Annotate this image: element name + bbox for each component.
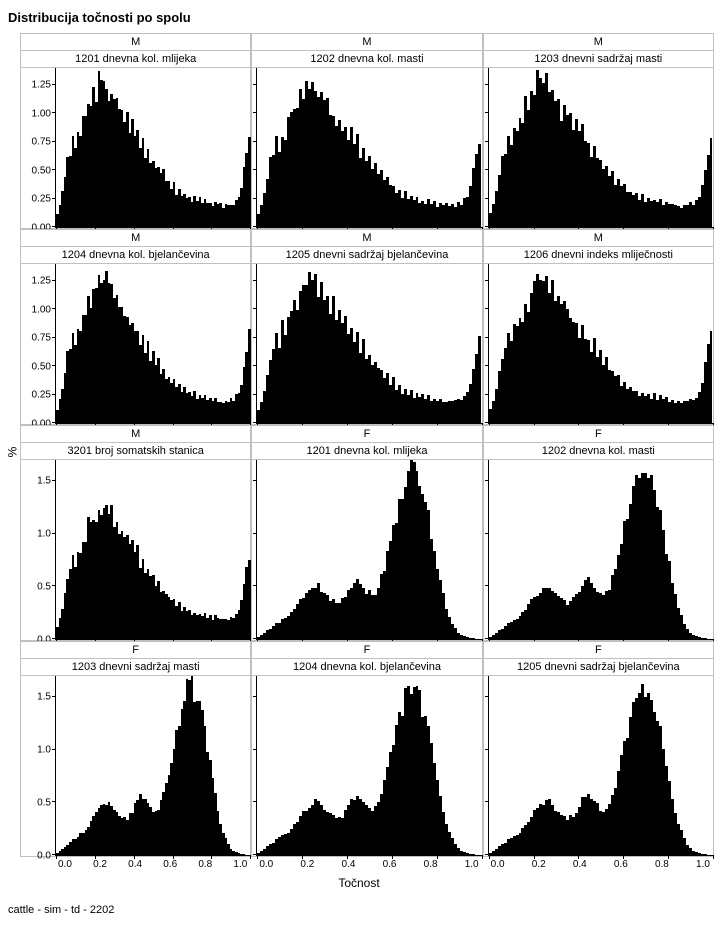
panel-M-1205-dnevni-sadržaj-bjelančevina: M1205 dnevni sadržaj bjelančevina	[251, 229, 482, 425]
y-tick: 0.5	[37, 582, 51, 593]
y-tick: 1.00	[32, 108, 51, 119]
panel-M-3201-broj-somatskih-stanica: M3201 broj somatskih stanica0.00.51.01.5	[20, 425, 251, 641]
y-tick: 0.50	[32, 361, 51, 372]
strip-trait: 3201 broj somatskih stanica	[21, 443, 250, 460]
strip-sex: M	[252, 230, 481, 247]
strip-sex: M	[21, 426, 250, 443]
strip-trait: 1201 dnevna kol. mlijeka	[21, 51, 250, 68]
strip-trait: 1205 dnevni sadržaj bjelančevina	[484, 659, 713, 676]
histogram-plot	[488, 68, 713, 228]
panel-F-1203-dnevni-sadržaj-masti: F1203 dnevni sadržaj masti0.00.51.01.5	[20, 641, 251, 857]
y-tick: 0.5	[37, 798, 51, 809]
panel-F-1204-dnevna-kol.-bjelančevina: F1204 dnevna kol. bjelančevina	[251, 641, 482, 857]
trellis-chart: %M1201 dnevna kol. mlijeka0.000.250.500.…	[4, 33, 714, 870]
strip-trait: 1202 dnevna kol. masti	[252, 51, 481, 68]
histogram-plot	[55, 264, 250, 424]
chart-title: Distribucija točnosti po spolu	[8, 10, 714, 25]
strip-sex: F	[484, 426, 713, 443]
histogram-plot	[55, 676, 250, 856]
y-tick: 0.75	[32, 137, 51, 148]
histogram-plot	[488, 676, 713, 856]
panel-F-1202-dnevna-kol.-masti: F1202 dnevna kol. masti	[483, 425, 714, 641]
histogram-plot	[256, 460, 481, 640]
y-tick: 1.25	[32, 80, 51, 91]
panel-F-1201-dnevna-kol.-mlijeka: F1201 dnevna kol. mlijeka	[251, 425, 482, 641]
strip-sex: F	[484, 642, 713, 659]
strip-sex: F	[252, 426, 481, 443]
histogram-plot	[55, 460, 250, 640]
y-tick: 1.0	[37, 745, 51, 756]
histogram-plot	[256, 68, 481, 228]
strip-trait: 1202 dnevna kol. masti	[484, 443, 713, 460]
x-tick: 0.0	[491, 859, 505, 870]
x-tick: 0.4	[573, 859, 587, 870]
strip-sex: M	[252, 34, 481, 51]
panel-M-1206-dnevni-indeks-mliječnosti: M1206 dnevni indeks mliječnosti	[483, 229, 714, 425]
y-tick: 0.25	[32, 390, 51, 401]
y-tick: 0.75	[32, 333, 51, 344]
histogram-plot	[488, 460, 713, 640]
histogram-plot	[55, 68, 250, 228]
histogram-plot	[256, 676, 481, 856]
strip-trait: 1204 dnevna kol. bjelančevina	[252, 659, 481, 676]
panel-F-1205-dnevni-sadržaj-bjelančevina: F1205 dnevni sadržaj bjelančevina	[483, 641, 714, 857]
y-tick: 1.5	[37, 476, 51, 487]
panel-M-1204-dnevna-kol.-bjelančevina: M1204 dnevna kol. bjelančevina0.000.250.…	[20, 229, 251, 425]
y-tick: 1.5	[37, 692, 51, 703]
x-tick: 0.2	[532, 859, 546, 870]
x-tick: 0.2	[300, 859, 314, 870]
strip-sex: M	[21, 34, 250, 51]
histogram-plot	[488, 264, 713, 424]
y-tick: 1.25	[32, 276, 51, 287]
strip-trait: 1206 dnevni indeks mliječnosti	[484, 247, 713, 264]
strip-sex: M	[21, 230, 250, 247]
x-tick: 1.0	[465, 859, 479, 870]
x-tick: 0.8	[655, 859, 669, 870]
x-tick: 0.8	[424, 859, 438, 870]
x-tick: 0.2	[93, 859, 107, 870]
strip-sex: F	[252, 642, 481, 659]
x-tick: 0.6	[614, 859, 628, 870]
strip-sex: M	[484, 34, 713, 51]
x-tick: 1.0	[696, 859, 710, 870]
x-tick: 0.0	[58, 859, 72, 870]
y-axis-label: %	[5, 446, 19, 457]
x-axis-label: Točnost	[4, 876, 714, 890]
panel-M-1202-dnevna-kol.-masti: M1202 dnevna kol. masti	[251, 33, 482, 229]
panel-M-1201-dnevna-kol.-mlijeka: M1201 dnevna kol. mlijeka0.000.250.500.7…	[20, 33, 251, 229]
footer-text: cattle - sim - td - 2202	[8, 904, 714, 916]
strip-sex: F	[21, 642, 250, 659]
strip-trait: 1205 dnevni sadržaj bjelančevina	[252, 247, 481, 264]
y-tick: 0.0	[37, 851, 51, 862]
y-tick: 0.25	[32, 194, 51, 205]
y-tick: 0.50	[32, 165, 51, 176]
strip-trait: 1203 dnevni sadržaj masti	[484, 51, 713, 68]
panel-M-1203-dnevni-sadržaj-masti: M1203 dnevni sadržaj masti	[483, 33, 714, 229]
y-tick: 1.0	[37, 529, 51, 540]
x-tick: 0.6	[163, 859, 177, 870]
strip-trait: 1201 dnevna kol. mlijeka	[252, 443, 481, 460]
x-tick: 0.6	[383, 859, 397, 870]
strip-trait: 1204 dnevna kol. bjelančevina	[21, 247, 250, 264]
x-tick: 0.8	[198, 859, 212, 870]
y-tick: 1.00	[32, 304, 51, 315]
strip-sex: M	[484, 230, 713, 247]
histogram-plot	[256, 264, 481, 424]
strip-trait: 1203 dnevni sadržaj masti	[21, 659, 250, 676]
x-tick: 0.0	[259, 859, 273, 870]
x-tick: 1.0	[233, 859, 247, 870]
x-tick: 0.4	[341, 859, 355, 870]
x-tick: 0.4	[128, 859, 142, 870]
